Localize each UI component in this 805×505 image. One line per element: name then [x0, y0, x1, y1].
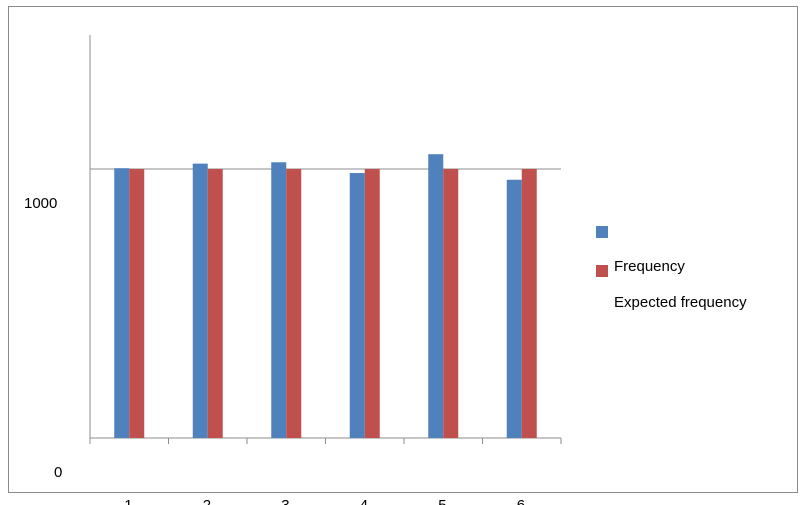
bar-series-1-cat-4	[349, 173, 365, 438]
x-tick-label-1: 1	[124, 497, 132, 505]
legend: Frequency Expected frequency	[596, 226, 747, 311]
x-tick-labels: 1 2 3 4 5 6	[124, 497, 525, 505]
x-tick-label-4: 4	[360, 497, 368, 505]
legend-label-frequency: Frequency	[614, 258, 685, 275]
bar-series-1-cat-6	[506, 179, 522, 438]
plot-area	[89, 35, 562, 444]
bar-series-1-cat-2	[192, 163, 208, 438]
x-tick-label-5: 5	[438, 497, 446, 505]
legend-label-expected-frequency: Expected frequency	[614, 294, 747, 311]
x-tick-label-2: 2	[203, 497, 211, 505]
x-axis-ticks	[89, 438, 562, 444]
bar-series-1-cat-1	[114, 168, 130, 438]
legend-swatch-blue	[596, 226, 608, 238]
bar-series-1-cat-3	[271, 162, 287, 438]
bar-series-group	[114, 154, 537, 438]
x-tick-label-6: 6	[517, 497, 525, 505]
bar-series-2-cat-4	[364, 169, 380, 438]
bar-series-2-cat-3	[286, 169, 302, 438]
y-tick-label-0: 0	[54, 464, 62, 481]
legend-swatch-red	[596, 265, 608, 277]
bar-series-2-cat-1	[129, 169, 145, 438]
y-tick-label-1000: 1000	[24, 195, 57, 212]
x-tick-label-3: 3	[281, 497, 289, 505]
bar-series-2-cat-2	[207, 169, 223, 438]
bar-series-2-cat-5	[443, 169, 459, 438]
bar-series-1-cat-5	[428, 154, 444, 438]
bar-series-2-cat-6	[521, 169, 537, 438]
